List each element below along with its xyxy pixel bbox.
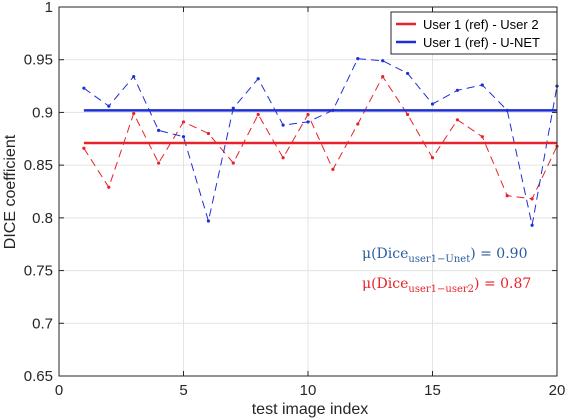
data-point: [406, 71, 410, 76]
x-axis-title: test image index: [252, 401, 369, 418]
y-tick-label: 0.9: [32, 104, 53, 121]
y-tick-label: 0.75: [24, 263, 53, 280]
legend-label-unet: User 1 (ref) - U-NET: [423, 35, 540, 50]
legend-label-user2: User 1 (ref) - User 2: [423, 17, 539, 32]
data-point: [281, 156, 285, 160]
data-point: [256, 112, 260, 117]
data-point: [231, 161, 235, 165]
data-point: [107, 185, 111, 189]
y-tick-label: 0.95: [24, 52, 53, 69]
data-point: [381, 59, 385, 63]
data-point: [530, 223, 534, 227]
y-tick-label: 0.65: [24, 368, 53, 385]
data-point: [132, 74, 136, 79]
data-point: [406, 112, 410, 117]
series-line-user2: [83, 75, 558, 200]
data-point: [82, 146, 86, 150]
data-point: [480, 135, 484, 139]
data-point: [306, 112, 310, 117]
y-tick-label: 0.7: [32, 315, 53, 332]
mean-annotation-user2: μ(Diceuser1−user2) = 0.87: [362, 276, 531, 295]
data-point: [256, 77, 260, 81]
data-point: [430, 102, 435, 106]
series-line-unet: [83, 58, 558, 226]
data-point: [530, 197, 534, 201]
tick-labels: 0 5 10 15 20 0.65 0.7 0.75 0.8 0.85 0.9 0.95 1: [24, 0, 566, 399]
x-tick-label: 10: [300, 382, 317, 399]
data-point: [455, 88, 459, 92]
legend-box: [390, 11, 558, 55]
y-tick-label: 0.85: [24, 157, 53, 174]
data-point: [82, 86, 86, 90]
legend: User 1 (ref) - User 2 User 1 (ref) - U-N…: [390, 11, 558, 55]
data-point: [132, 111, 136, 116]
x-tick-label: 20: [549, 382, 566, 399]
data-point: [356, 122, 360, 126]
data-point: [356, 57, 360, 61]
data-point: [306, 120, 310, 124]
data-point: [206, 219, 210, 223]
data-point: [381, 74, 385, 79]
plot-border: [58, 6, 558, 377]
data-point: [157, 128, 161, 132]
y-tick-label: 0.8: [32, 210, 53, 227]
data-point: [206, 131, 210, 136]
data-point: [430, 156, 435, 160]
y-axis-title: DICE coefficient: [2, 134, 19, 249]
data-point: [480, 83, 484, 87]
data-point: [281, 123, 285, 127]
data-point: [231, 106, 235, 110]
x-tick-label: 5: [179, 382, 187, 399]
data-point: [331, 167, 335, 171]
x-tick-label: 0: [55, 382, 63, 399]
axes-frame: [58, 6, 558, 377]
y-tick-label: 1: [45, 0, 53, 16]
data-point: [181, 135, 186, 139]
data-point: [505, 194, 509, 198]
data-point: [455, 118, 459, 122]
data-point: [157, 161, 161, 165]
x-tick-label: 15: [424, 382, 441, 399]
grid: [59, 7, 557, 376]
series-layer: [82, 57, 559, 227]
data-point: [181, 120, 186, 124]
data-point: [107, 104, 111, 108]
mean-annotation-unet: μ(Diceuser1−Unet) = 0.90: [362, 246, 527, 265]
